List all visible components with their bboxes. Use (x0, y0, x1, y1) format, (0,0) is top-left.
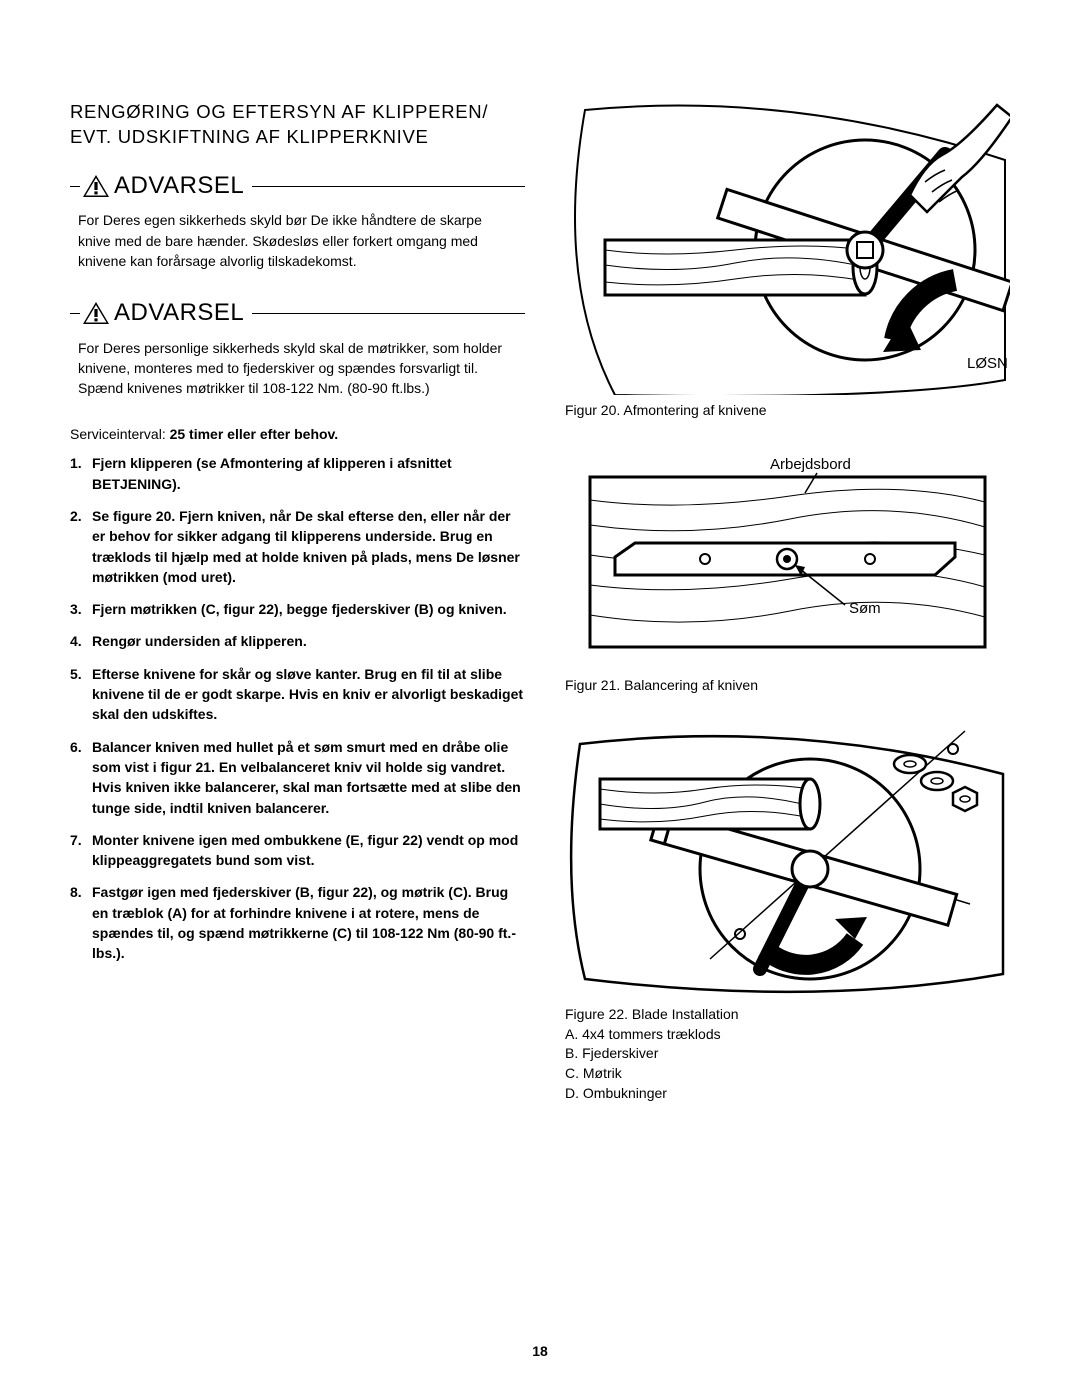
figure-20: LØSN Figur 20. Afmontering af knivene (565, 100, 1010, 421)
step-1: Fjern klipperen (se Afmontering af klipp… (70, 453, 525, 494)
step-6: Balancer kniven med hullet på et søm smu… (70, 737, 525, 818)
warning-box-2: ADVARSEL For Deres personlige sikkerheds… (70, 297, 525, 404)
step-5: Efterse knivene for skår og sløve kanter… (70, 664, 525, 725)
label-nail: Søm (849, 600, 881, 617)
figure-22-b: B. Fjederskiver (565, 1044, 1010, 1064)
figure-22-c: C. Møtrik (565, 1064, 1010, 1084)
step-7: Monter knivene igen med ombukkene (E, fi… (70, 830, 525, 871)
figure-22-d: D. Ombukninger (565, 1084, 1010, 1104)
figure-22-caption: Figure 22. Blade Installation (565, 1005, 1010, 1025)
label-losn: LØSN (967, 355, 1008, 372)
service-interval-label: Serviceinterval: (70, 426, 166, 442)
section-title: RENGØRING OG EFTERSYN AF KLIPPEREN/ EVT.… (70, 100, 525, 150)
page-number: 18 (0, 1342, 1080, 1361)
figure-22: Figure 22. Blade Installation A. 4x4 tom… (565, 719, 1010, 1103)
step-2: Se figure 20. Fjern kniven, når De skal … (70, 506, 525, 587)
step-8: Fastgør igen med fjederskiver (B, figur … (70, 882, 525, 963)
warning-box-1: ADVARSEL For Deres egen sikkerheds skyld… (70, 170, 525, 277)
service-interval-value: 25 timer eller efter behov. (170, 426, 339, 442)
service-interval: Serviceinterval: 25 timer eller efter be… (70, 425, 525, 444)
warning-triangle-icon (82, 301, 110, 325)
figure-22-a: A. 4x4 tommers træklods (565, 1025, 1010, 1045)
warning-title: ADVARSEL (114, 297, 244, 329)
steps-list: Fjern klipperen (se Afmontering af klipp… (70, 453, 525, 963)
warning-text-1: For Deres egen sikkerheds skyld bør De i… (70, 208, 525, 277)
warning-title: ADVARSEL (114, 170, 244, 202)
warning-triangle-icon (82, 174, 110, 198)
figure-20-caption: Figur 20. Afmontering af knivene (565, 401, 1010, 421)
step-4: Rengør undersiden af klipperen. (70, 631, 525, 651)
step-3: Fjern møtrikken (C, figur 22), begge fje… (70, 599, 525, 619)
warning-text-2: For Deres personlige sikkerheds skyld sk… (70, 336, 525, 405)
figure-21-caption: Figur 21. Balancering af kniven (565, 676, 1010, 696)
figure-21: Arbejdsbord Søm Figur 21. Balancering af… (565, 445, 1010, 696)
label-workbench: Arbejdsbord (770, 456, 851, 473)
